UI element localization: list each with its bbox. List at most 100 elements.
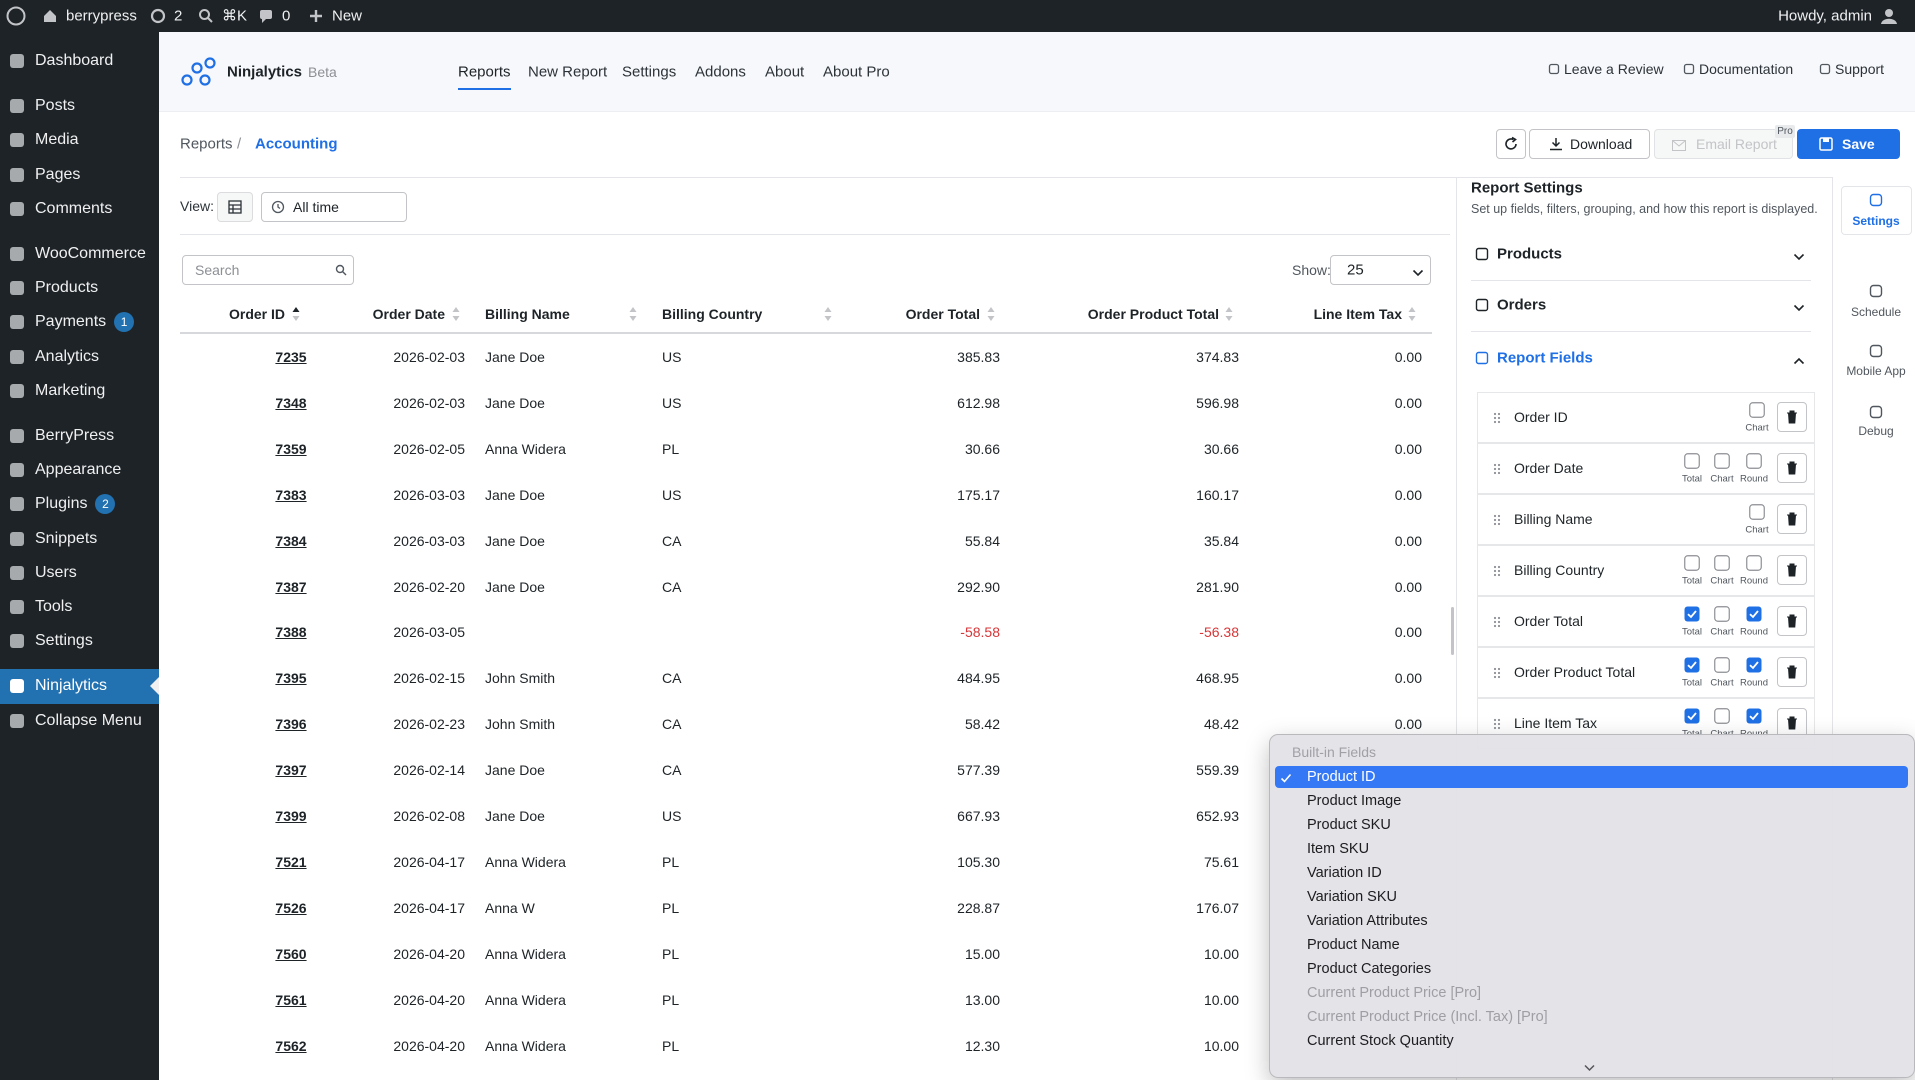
side-tab[interactable]: Schedule (1850, 305, 1902, 319)
admin-bar-comments[interactable]: 0 (282, 7, 291, 25)
header-link[interactable]: Support (1835, 61, 1885, 77)
order-link[interactable]: 7235 (275, 349, 307, 365)
table-cell: John Smith (485, 670, 556, 687)
menu-item[interactable]: Settings (35, 632, 93, 649)
table-cell: 577.39 (957, 762, 1000, 779)
dropdown-option[interactable]: Product Categories (1307, 960, 1432, 977)
show-value[interactable]: 25 (1347, 261, 1364, 279)
nav-tab[interactable]: About (765, 63, 805, 81)
admin-bar-updates[interactable]: 2 (174, 7, 183, 25)
dropdown-option[interactable]: Variation ID (1307, 864, 1382, 881)
order-link[interactable]: 7397 (275, 762, 307, 779)
menu-item[interactable]: BerryPress (35, 427, 115, 444)
tab-icon-svg (1869, 405, 1883, 419)
order-link[interactable]: 7359 (275, 440, 307, 457)
table-cell: 10.00 (1203, 1037, 1239, 1054)
dropdown-option: Current Product Price (Incl. Tax) [Pro] (1307, 1008, 1548, 1025)
nav-tab[interactable]: Addons (695, 63, 746, 81)
dropdown-option[interactable]: Product Name (1307, 936, 1400, 953)
order-link[interactable]: 7395 (275, 670, 307, 687)
range-select[interactable] (261, 192, 407, 222)
updates-icon-svg (150, 8, 166, 24)
column-header[interactable]: Order Date (372, 306, 445, 322)
dropdown-option[interactable]: Item SKU (1307, 840, 1370, 857)
save-label[interactable]: Save (1842, 136, 1875, 152)
menu-item[interactable]: Payments (35, 313, 107, 330)
dropdown-option[interactable]: Current Stock Quantity (1307, 1032, 1454, 1049)
table-cell: 667.93 (957, 808, 1000, 824)
search-input[interactable] (182, 255, 354, 285)
column-header[interactable]: Billing Country (662, 306, 763, 322)
menu-item[interactable]: Pages (35, 166, 81, 183)
menu-item[interactable]: Marketing (35, 382, 106, 399)
menu-item[interactable]: Posts (35, 97, 76, 114)
column-header[interactable]: Billing Name (485, 306, 570, 322)
dropdown-option[interactable]: Product ID (1307, 768, 1376, 785)
order-link[interactable]: 7348 (275, 394, 307, 411)
save-button[interactable] (1797, 129, 1900, 159)
header-link[interactable]: Leave a Review (1564, 61, 1664, 77)
table-cell: US (662, 394, 682, 411)
column-header[interactable]: Line Item Tax (1313, 306, 1402, 322)
menu-item[interactable]: Products (35, 279, 99, 296)
dropdown-option[interactable]: Variation Attributes (1307, 912, 1428, 929)
order-link[interactable]: 7387 (275, 578, 307, 595)
nav-tab[interactable]: Reports (458, 63, 511, 81)
order-link[interactable]: 7560 (275, 945, 307, 962)
view-grid-button[interactable] (217, 192, 253, 222)
admin-bar-search[interactable]: ⌘K (222, 7, 248, 25)
show-select[interactable] (1330, 255, 1431, 285)
dropdown-option[interactable]: Product Image (1307, 792, 1402, 809)
option-label: Total (1681, 677, 1703, 689)
menu-item[interactable]: Tools (35, 598, 73, 615)
download-label[interactable]: Download (1570, 136, 1633, 152)
order-link[interactable]: 7399 (275, 808, 307, 824)
section-toggle[interactable]: Products (1497, 245, 1563, 263)
nav-tab[interactable]: About Pro (823, 63, 890, 81)
nav-tab[interactable]: New Report (528, 63, 608, 81)
order-link[interactable]: 7561 (275, 991, 307, 1008)
order-link[interactable]: 7521 (275, 853, 307, 870)
menu-item[interactable]: Collapse Menu (35, 712, 142, 729)
dropdown-option[interactable]: Variation SKU (1307, 888, 1397, 905)
column-header[interactable]: Order Product Total (1087, 306, 1219, 322)
menu-item[interactable]: Plugins (35, 495, 88, 512)
order-link[interactable]: 7384 (275, 532, 307, 549)
badge-bg (95, 494, 116, 514)
menu-item[interactable]: Snippets (35, 530, 98, 547)
field-row (1477, 596, 1815, 647)
refresh-button[interactable] (1496, 129, 1526, 159)
menu-item[interactable]: Users (35, 564, 77, 581)
menu-item[interactable]: Ninjalytics (35, 677, 108, 694)
section-toggle[interactable]: Orders (1497, 296, 1547, 314)
dropdown-option[interactable]: Product SKU (1307, 816, 1391, 833)
order-link[interactable]: 7526 (275, 899, 307, 916)
menu-item[interactable]: Comments (35, 200, 113, 217)
side-tab[interactable]: Debug (1858, 424, 1894, 438)
section-toggle[interactable]: Report Fields (1497, 349, 1593, 367)
download-button[interactable] (1529, 129, 1650, 159)
order-link[interactable]: 7388 (275, 624, 307, 641)
side-tab[interactable]: Settings (1852, 214, 1900, 228)
range-value[interactable]: All time (293, 199, 339, 215)
order-link[interactable]: 7383 (275, 486, 307, 503)
order-link[interactable]: 7562 (275, 1037, 307, 1054)
menu-item[interactable]: Dashboard (35, 52, 114, 69)
howdy[interactable]: Howdy, admin (1778, 7, 1872, 25)
admin-bar-site[interactable]: berrypress (66, 7, 137, 25)
menu-item[interactable]: WooCommerce (35, 245, 146, 262)
menu-item[interactable]: Appearance (35, 461, 122, 478)
checkbox-svg (1746, 453, 1762, 469)
order-link[interactable]: 7396 (275, 716, 307, 733)
menu-item[interactable]: Analytics (35, 348, 100, 365)
header-link[interactable]: Documentation (1699, 61, 1794, 77)
table-cell: -56.38 (1199, 624, 1239, 641)
menu-item[interactable]: Media (35, 131, 79, 148)
nav-tab[interactable]: Settings (622, 63, 677, 81)
column-header[interactable]: Order Total (905, 306, 980, 322)
admin-bar-new[interactable]: New (332, 7, 363, 25)
column-header[interactable]: Order ID (228, 306, 285, 322)
breadcrumb-link[interactable]: Reports (180, 135, 233, 153)
side-tab[interactable]: Mobile App (1846, 364, 1906, 378)
link-icon (1683, 62, 1695, 75)
